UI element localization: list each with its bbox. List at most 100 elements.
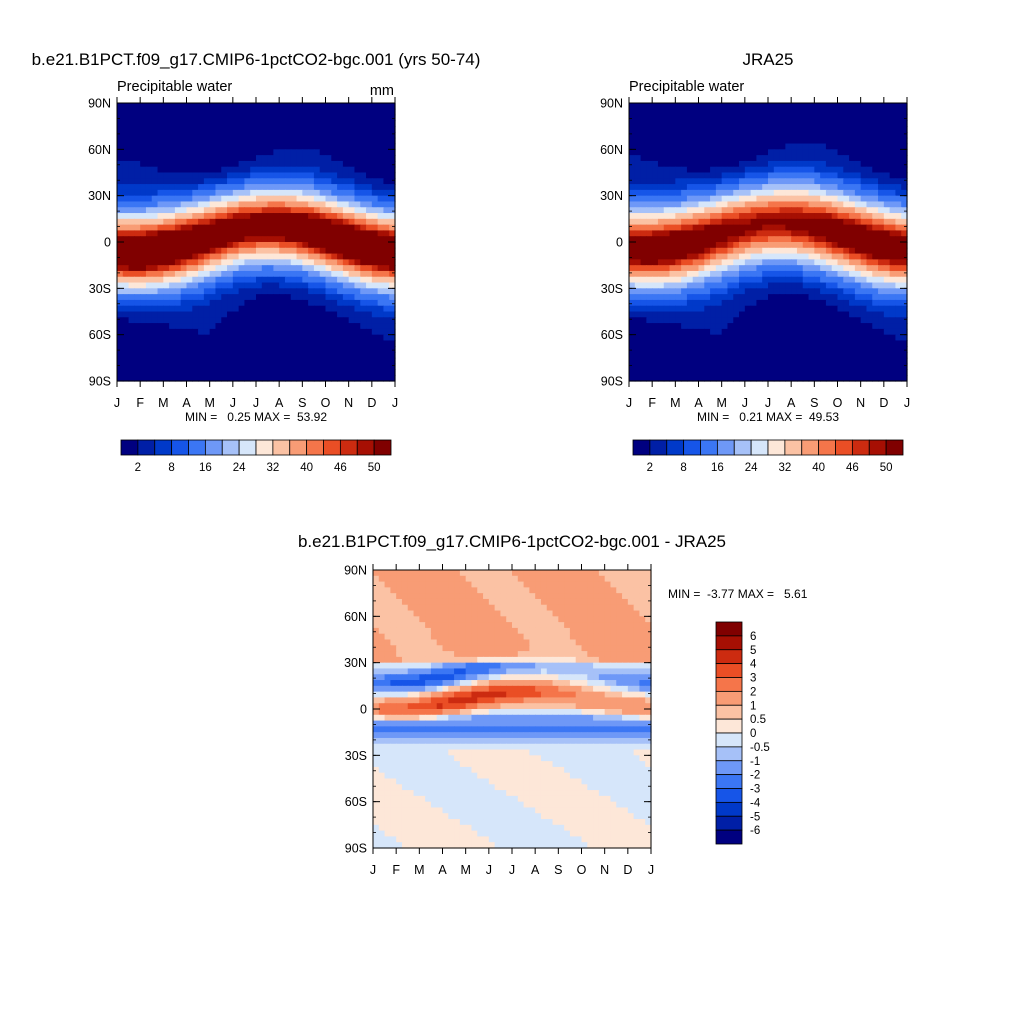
contour-cell	[284, 126, 292, 133]
contour-cell	[342, 201, 350, 208]
contour-cell	[866, 294, 873, 301]
contour-cell	[883, 369, 891, 376]
contour-cell	[232, 230, 240, 237]
contour-cell	[377, 340, 385, 347]
contour-cell	[652, 143, 659, 150]
contour-cell	[290, 265, 298, 272]
contour-cell	[354, 213, 361, 220]
contour-cell	[366, 259, 373, 266]
contour-cell	[151, 207, 159, 214]
contour-cell	[750, 294, 758, 301]
contour-cell	[366, 270, 373, 278]
x-tick-label: M	[716, 396, 726, 410]
contour-cell	[128, 213, 135, 220]
contour-cell	[652, 253, 659, 260]
contour-cell	[825, 259, 833, 266]
contour-cell	[215, 114, 222, 121]
contour-cell	[134, 143, 141, 150]
contour-cell	[244, 328, 251, 336]
contour-cell	[273, 253, 280, 260]
contour-cell	[261, 201, 269, 208]
contour-cell	[669, 218, 676, 226]
colorbar-box	[716, 439, 735, 456]
contour-cell	[710, 166, 717, 174]
contour-cell	[383, 375, 390, 382]
contour-cell	[256, 195, 263, 203]
contour-cell	[733, 149, 740, 156]
contour-cell	[744, 363, 752, 371]
contour-cell	[652, 213, 659, 220]
contour-cell	[710, 247, 717, 255]
contour-cell	[860, 213, 868, 220]
contour-cell	[733, 259, 740, 266]
contour-cell	[267, 137, 274, 145]
contour-cell	[669, 103, 676, 110]
contour-cell	[232, 131, 240, 139]
contour-cell	[889, 328, 897, 336]
contour-cell	[710, 357, 717, 365]
contour-cell	[250, 114, 257, 121]
contour-cell	[313, 126, 321, 133]
contour-cell	[843, 259, 850, 266]
contour-cell	[710, 311, 717, 318]
contour-cell	[681, 305, 688, 313]
contour-cell	[227, 120, 234, 127]
contour-cell	[901, 311, 908, 318]
contour-cell	[744, 230, 752, 237]
contour-cell	[744, 207, 752, 214]
contour-cell	[733, 340, 740, 347]
contour-cell	[634, 346, 642, 353]
contour-cell	[692, 213, 700, 220]
contour-cell	[174, 375, 182, 382]
contour-cell	[604, 575, 612, 583]
contour-cell	[273, 166, 280, 174]
contour-cell	[756, 242, 763, 249]
contour-cell	[186, 311, 193, 318]
contour-cell	[704, 369, 711, 376]
contour-cell	[837, 288, 844, 295]
contour-cell	[342, 218, 350, 226]
contour-cell	[342, 120, 350, 127]
contour-cell	[831, 166, 839, 174]
contour-cell	[854, 265, 862, 272]
contour-cell	[325, 369, 332, 376]
contour-cell	[337, 305, 344, 313]
contour-cell	[710, 352, 717, 359]
contour-cell	[831, 195, 839, 203]
contour-cell	[744, 259, 752, 266]
contour-cell	[360, 213, 367, 220]
contour-cell	[192, 346, 199, 353]
contour-cell	[296, 224, 303, 232]
contour-cell	[302, 178, 309, 185]
contour-cell	[163, 323, 170, 330]
contour-cell	[151, 305, 159, 313]
contour-cell	[209, 126, 217, 133]
contour-cell	[669, 265, 676, 272]
contour-cell	[151, 328, 159, 336]
contour-cell	[675, 213, 682, 220]
contour-cell	[290, 126, 298, 133]
contour-cell	[267, 317, 274, 324]
contour-cell	[831, 137, 839, 145]
contour-cell	[872, 259, 879, 266]
contour-cell	[238, 276, 246, 284]
contour-cell	[773, 352, 781, 359]
contour-cell	[854, 178, 862, 185]
contour-cell	[796, 195, 804, 203]
contour-cell	[140, 276, 147, 284]
contour-cell	[872, 224, 879, 232]
colorbar-box	[137, 439, 156, 456]
contour-cell	[739, 236, 746, 243]
contour-cell	[308, 311, 315, 318]
contour-cell	[313, 149, 321, 156]
contour-cell	[843, 299, 850, 307]
contour-cell	[250, 299, 257, 307]
contour-cell	[727, 114, 734, 121]
contour-cell	[151, 247, 159, 255]
contour-cell	[157, 160, 164, 168]
contour-cell	[117, 236, 124, 243]
contour-cell	[715, 178, 723, 185]
contour-cell	[837, 143, 844, 150]
contour-cell	[227, 131, 234, 139]
contour-cell	[384, 570, 391, 577]
